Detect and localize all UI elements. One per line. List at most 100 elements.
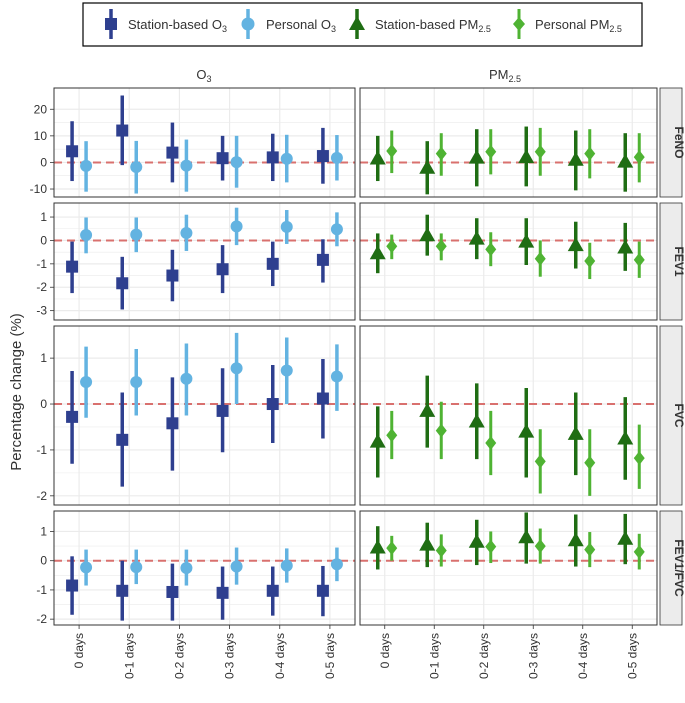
point-estimate [130, 375, 143, 388]
point-estimate [180, 562, 193, 574]
y-tick-label: 0 [40, 397, 47, 411]
point-estimate [567, 151, 584, 166]
legend: Station-based O3 Personal O3 Station-bas… [82, 2, 643, 47]
y-tick-label: -2 [36, 612, 47, 626]
point-estimate [534, 251, 546, 266]
x-tick-label: 0-4 days [576, 633, 590, 679]
row-strip-bg [659, 510, 683, 626]
point-estimate [330, 151, 343, 164]
panel-border [359, 325, 658, 506]
point-estimate [518, 149, 535, 164]
legend-item-station-o3: Station-based O3 [105, 9, 227, 39]
point-estimate [216, 404, 229, 417]
point-estimate [66, 145, 79, 158]
point-estimate [369, 539, 386, 554]
y-tick-label: -2 [36, 489, 47, 503]
y-tick-label: -10 [30, 182, 48, 196]
point-estimate [130, 160, 143, 173]
point-estimate [330, 558, 343, 571]
legend-label-personal-pm: Personal PM2.5 [535, 17, 622, 34]
point-estimate [230, 362, 243, 375]
point-estimate [116, 433, 129, 446]
point-estimate [633, 252, 645, 267]
row-strip-label: FEV1 [672, 246, 685, 276]
point-estimate [316, 253, 329, 266]
panel-border [359, 202, 658, 321]
legend-label-station-o3: Station-based O3 [128, 17, 227, 34]
point-estimate [369, 433, 386, 448]
point-estimate [633, 544, 645, 559]
panel-background [360, 203, 657, 320]
legend-label-personal-o3: Personal O3 [266, 17, 336, 34]
y-tick-label: 1 [40, 351, 47, 365]
x-tick-label: 0 days [72, 633, 86, 668]
row-strip-bg [659, 325, 683, 506]
panel-FVC-o3 [53, 325, 356, 506]
point-estimate [485, 539, 497, 554]
panel-border [53, 87, 356, 198]
point-estimate [518, 423, 535, 438]
point-estimate [80, 375, 93, 388]
point-estimate [116, 124, 129, 137]
point-estimate [419, 536, 436, 551]
point-estimate [369, 150, 386, 165]
point-estimate [584, 542, 596, 557]
x-tick-labels: 0 days 0-1 days 0-2 days 0-3 days 0-4 days 0-… [72, 625, 639, 679]
y-tick-label: 0 [40, 554, 47, 568]
point-estimate [216, 586, 229, 599]
y-tick-label: 0 [40, 155, 47, 169]
point-estimate [280, 364, 293, 377]
row-strip-bg [659, 87, 683, 198]
point-estimate [485, 242, 497, 257]
legend-item-personal-o3: Personal O3 [241, 9, 336, 39]
point-estimate [66, 260, 79, 273]
point-estimate [216, 263, 229, 276]
point-estimate [435, 146, 447, 161]
y-tick-label: -1 [36, 257, 47, 271]
x-tick-label: 0-4 days [273, 633, 287, 679]
point-estimate [567, 237, 584, 252]
point-estimate [534, 539, 546, 554]
point-estimate [584, 254, 596, 269]
point-estimate [230, 560, 243, 573]
point-estimate [80, 561, 93, 574]
row-strip-label: FVC [672, 404, 685, 428]
point-estimate [230, 220, 243, 233]
x-tick-label: 0-3 days [526, 633, 540, 679]
point-estimate [130, 228, 143, 241]
y-tick-label: -2 [36, 280, 47, 294]
point-estimate [617, 239, 634, 254]
y-tick-label: 20 [34, 102, 48, 116]
point-estimate [485, 436, 497, 451]
panel-background [54, 326, 355, 505]
point-estimate [435, 423, 447, 438]
point-estimate [485, 144, 497, 159]
point-estimate [386, 428, 398, 443]
point-estimate [617, 430, 634, 445]
panel-background [54, 511, 355, 625]
point-estimate [633, 150, 645, 165]
point-estimate [80, 159, 93, 172]
panel-border [53, 325, 356, 506]
row-strip-bg [659, 202, 683, 321]
x-tick-label: 0-2 days [477, 633, 491, 679]
point-estimate [166, 146, 179, 159]
panel-background [360, 511, 657, 625]
point-estimate [386, 144, 398, 159]
point-estimate [534, 454, 546, 469]
point-estimate [280, 152, 293, 165]
legend-box [82, 2, 643, 47]
point-estimate [166, 417, 179, 430]
point-estimate [567, 425, 584, 440]
point-estimate [166, 269, 179, 282]
panel-border [53, 510, 356, 626]
point-estimate [633, 451, 645, 466]
panel-background [360, 88, 657, 197]
y-tick-label: 10 [34, 129, 48, 143]
point-estimate [130, 561, 143, 574]
panel-background [360, 326, 657, 505]
point-estimate [66, 410, 79, 423]
panel-FeNO-pm25 [359, 87, 658, 198]
point-estimate [419, 227, 436, 242]
legend-square-icon [105, 18, 117, 30]
